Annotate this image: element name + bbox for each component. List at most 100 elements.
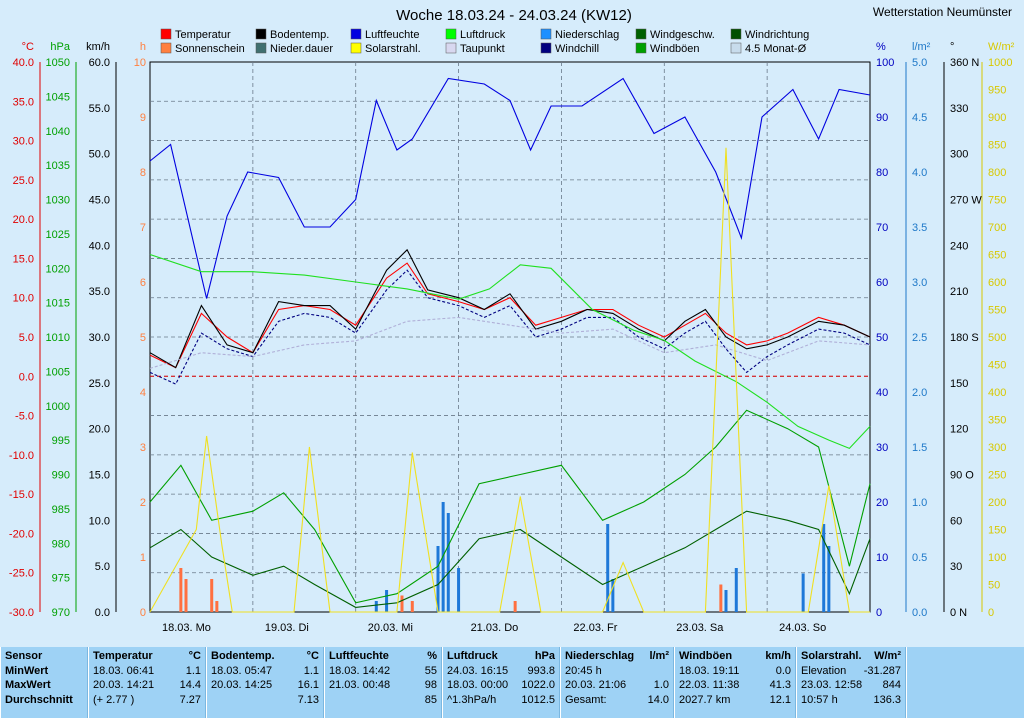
axis-tick-humidity: 40 [876,387,888,399]
axis-tick-humidity: 80 [876,167,888,179]
axis-tick-sun: 1 [140,552,146,564]
stats-cell-value: 844 [882,679,901,691]
stats-row: MinWert [5,664,83,679]
axis-tick-rain: 3.5 [912,222,927,234]
stats-column: Temperatur °C 18.03. 06:41 1.1 20.03. 14:21 1… [88,647,206,718]
axis-unit-humidity: % [876,41,886,53]
stats-row: 18.03. 06:41 1.1 [93,664,201,679]
legend-label: Windchill [555,43,599,55]
stats-header-name: Temperatur [93,650,153,662]
legend-label: Solarstrahl. [365,43,421,55]
bar-niederschlag [611,579,615,612]
day-label: 23.03. Sa [676,622,724,634]
stats-header-unit: hPa [534,650,555,662]
bar-sonnenschein [513,601,517,612]
axis-unit-solar: W/m² [988,41,1015,53]
stats-row: 22.03. 11:38 41.3 [679,678,791,693]
axis-tick-direction: 0 N [950,607,967,619]
stats-cell-label: 18.03. 14:42 [329,664,391,677]
axis-tick-wind: 55.0 [89,103,110,115]
bar-sonnenschein [410,601,414,612]
stats-column: Windböen km/h 18.03. 19:11 0.0 22.03. 11:38 4… [674,647,796,718]
axis-tick-temp: 15.0 [13,253,34,265]
stats-cell-label: 20:45 h [565,664,602,677]
axis-tick-rain: 4.5 [912,112,927,124]
stats-header-name: Luftdruck [447,650,498,662]
series-windchill [149,269,871,385]
stats-header-name: Solarstrahl. [801,650,862,662]
stats-cell-label: 18.03. 00:00 [447,679,509,691]
series-taupunkt [149,316,871,369]
stats-cell-value: 85 [424,693,437,706]
stats-row: 18.03. 19:11 0.0 [679,664,791,679]
stats-header-unit: °C [188,650,201,662]
day-label: 22.03. Fr [573,622,617,634]
stats-cell-value: 55 [424,664,437,677]
axis-tick-wind: 15.0 [89,470,110,482]
stats-cell-label: 10:57 h [801,693,838,706]
stats-cell-value: -31.287 [863,664,901,677]
axis-tick-humidity: 10 [876,552,888,564]
axis-tick-direction: 180 S [950,332,979,344]
stats-row: 20.03. 14:25 16.1 [211,678,319,693]
axis-tick-rain: 2.5 [912,332,927,344]
stats-row-label: Durchschnitt [5,693,73,706]
stats-header: Temperatur °C [93,649,201,664]
legend-swatch [540,42,552,54]
stats-row-label: MinWert [5,664,49,677]
legend-swatch [730,28,742,40]
legend-swatch [445,28,457,40]
stats-cell-label: Elevation [801,664,847,677]
stats-header-name: Bodentemp. [211,650,275,662]
day-label: 24.03. So [779,622,826,634]
axis-tick-rain: 5.0 [912,57,927,69]
axis-tick-pressure: 1045 [46,91,70,103]
axis-tick-temp: 35.0 [13,96,34,108]
axis-tick-rain: 2.0 [912,387,927,399]
stats-cell-value: 1.1 [185,664,201,677]
bar-sonnenschein [179,568,183,612]
stats-cell-value: 0.0 [775,664,791,677]
legend-swatch [160,42,172,54]
legend-label: Sonnenschein [175,43,245,55]
stats-header-name: Sensor [5,650,43,662]
bar-niederschlag [801,573,805,612]
axis-tick-direction: 300 [950,149,968,161]
axis-tick-wind: 50.0 [89,149,110,161]
stats-row: 7.13 [211,693,319,708]
axis-tick-solar: 200 [988,497,1006,509]
legend-swatch [350,42,362,54]
axis-tick-solar: 350 [988,415,1006,427]
legend-label: Windgeschw. [650,29,715,41]
stats-column: Niederschlag l/m² 20:45 h 20.03. 21:06 1.0 Ge… [560,647,674,718]
day-label: 21.03. Do [471,622,519,634]
axis-unit-pressure: hPa [50,41,70,53]
legend-swatch [255,28,267,40]
stats-cell-value: 1022.0 [521,679,555,691]
stats-row: Gesamt: 14.0 [565,693,669,708]
stats-cell-value: 136.3 [873,693,901,706]
bar-sonnenschein [215,601,219,612]
series-windgeschw [149,510,871,608]
axis-tick-solar: 0 [988,607,994,619]
stats-header: Windböen km/h [679,649,791,664]
axis-tick-temp: -25.0 [9,568,34,580]
bar-niederschlag [827,546,831,612]
axis-tick-pressure: 1040 [46,126,70,138]
series-windben [149,409,871,604]
axis-tick-rain: 0.0 [912,607,927,619]
axis-tick-solar: 250 [988,470,1006,482]
bar-niederschlag [374,601,378,612]
axis-tick-temp: 20.0 [13,214,34,226]
axis-tick-pressure: 980 [52,538,70,550]
axis-tick-pressure: 1025 [46,229,70,241]
legend-label: 4.5 Monat-Ø [745,43,807,55]
axis-tick-temp: 10.0 [13,293,34,305]
bar-niederschlag [385,590,389,612]
x-axis-labels: 18.03. Mo 19.03. Di 20.03. Mi 21.03. Do 22.0… [162,622,826,634]
stats-cell-value: 98 [424,679,437,691]
stats-row: 21.03. 00:48 98 [329,678,437,693]
legend-label: Bodentemp. [270,29,329,41]
stats-row: 18.03. 05:47 1.1 [211,664,319,679]
stats-cell-value: 14.0 [647,693,669,706]
